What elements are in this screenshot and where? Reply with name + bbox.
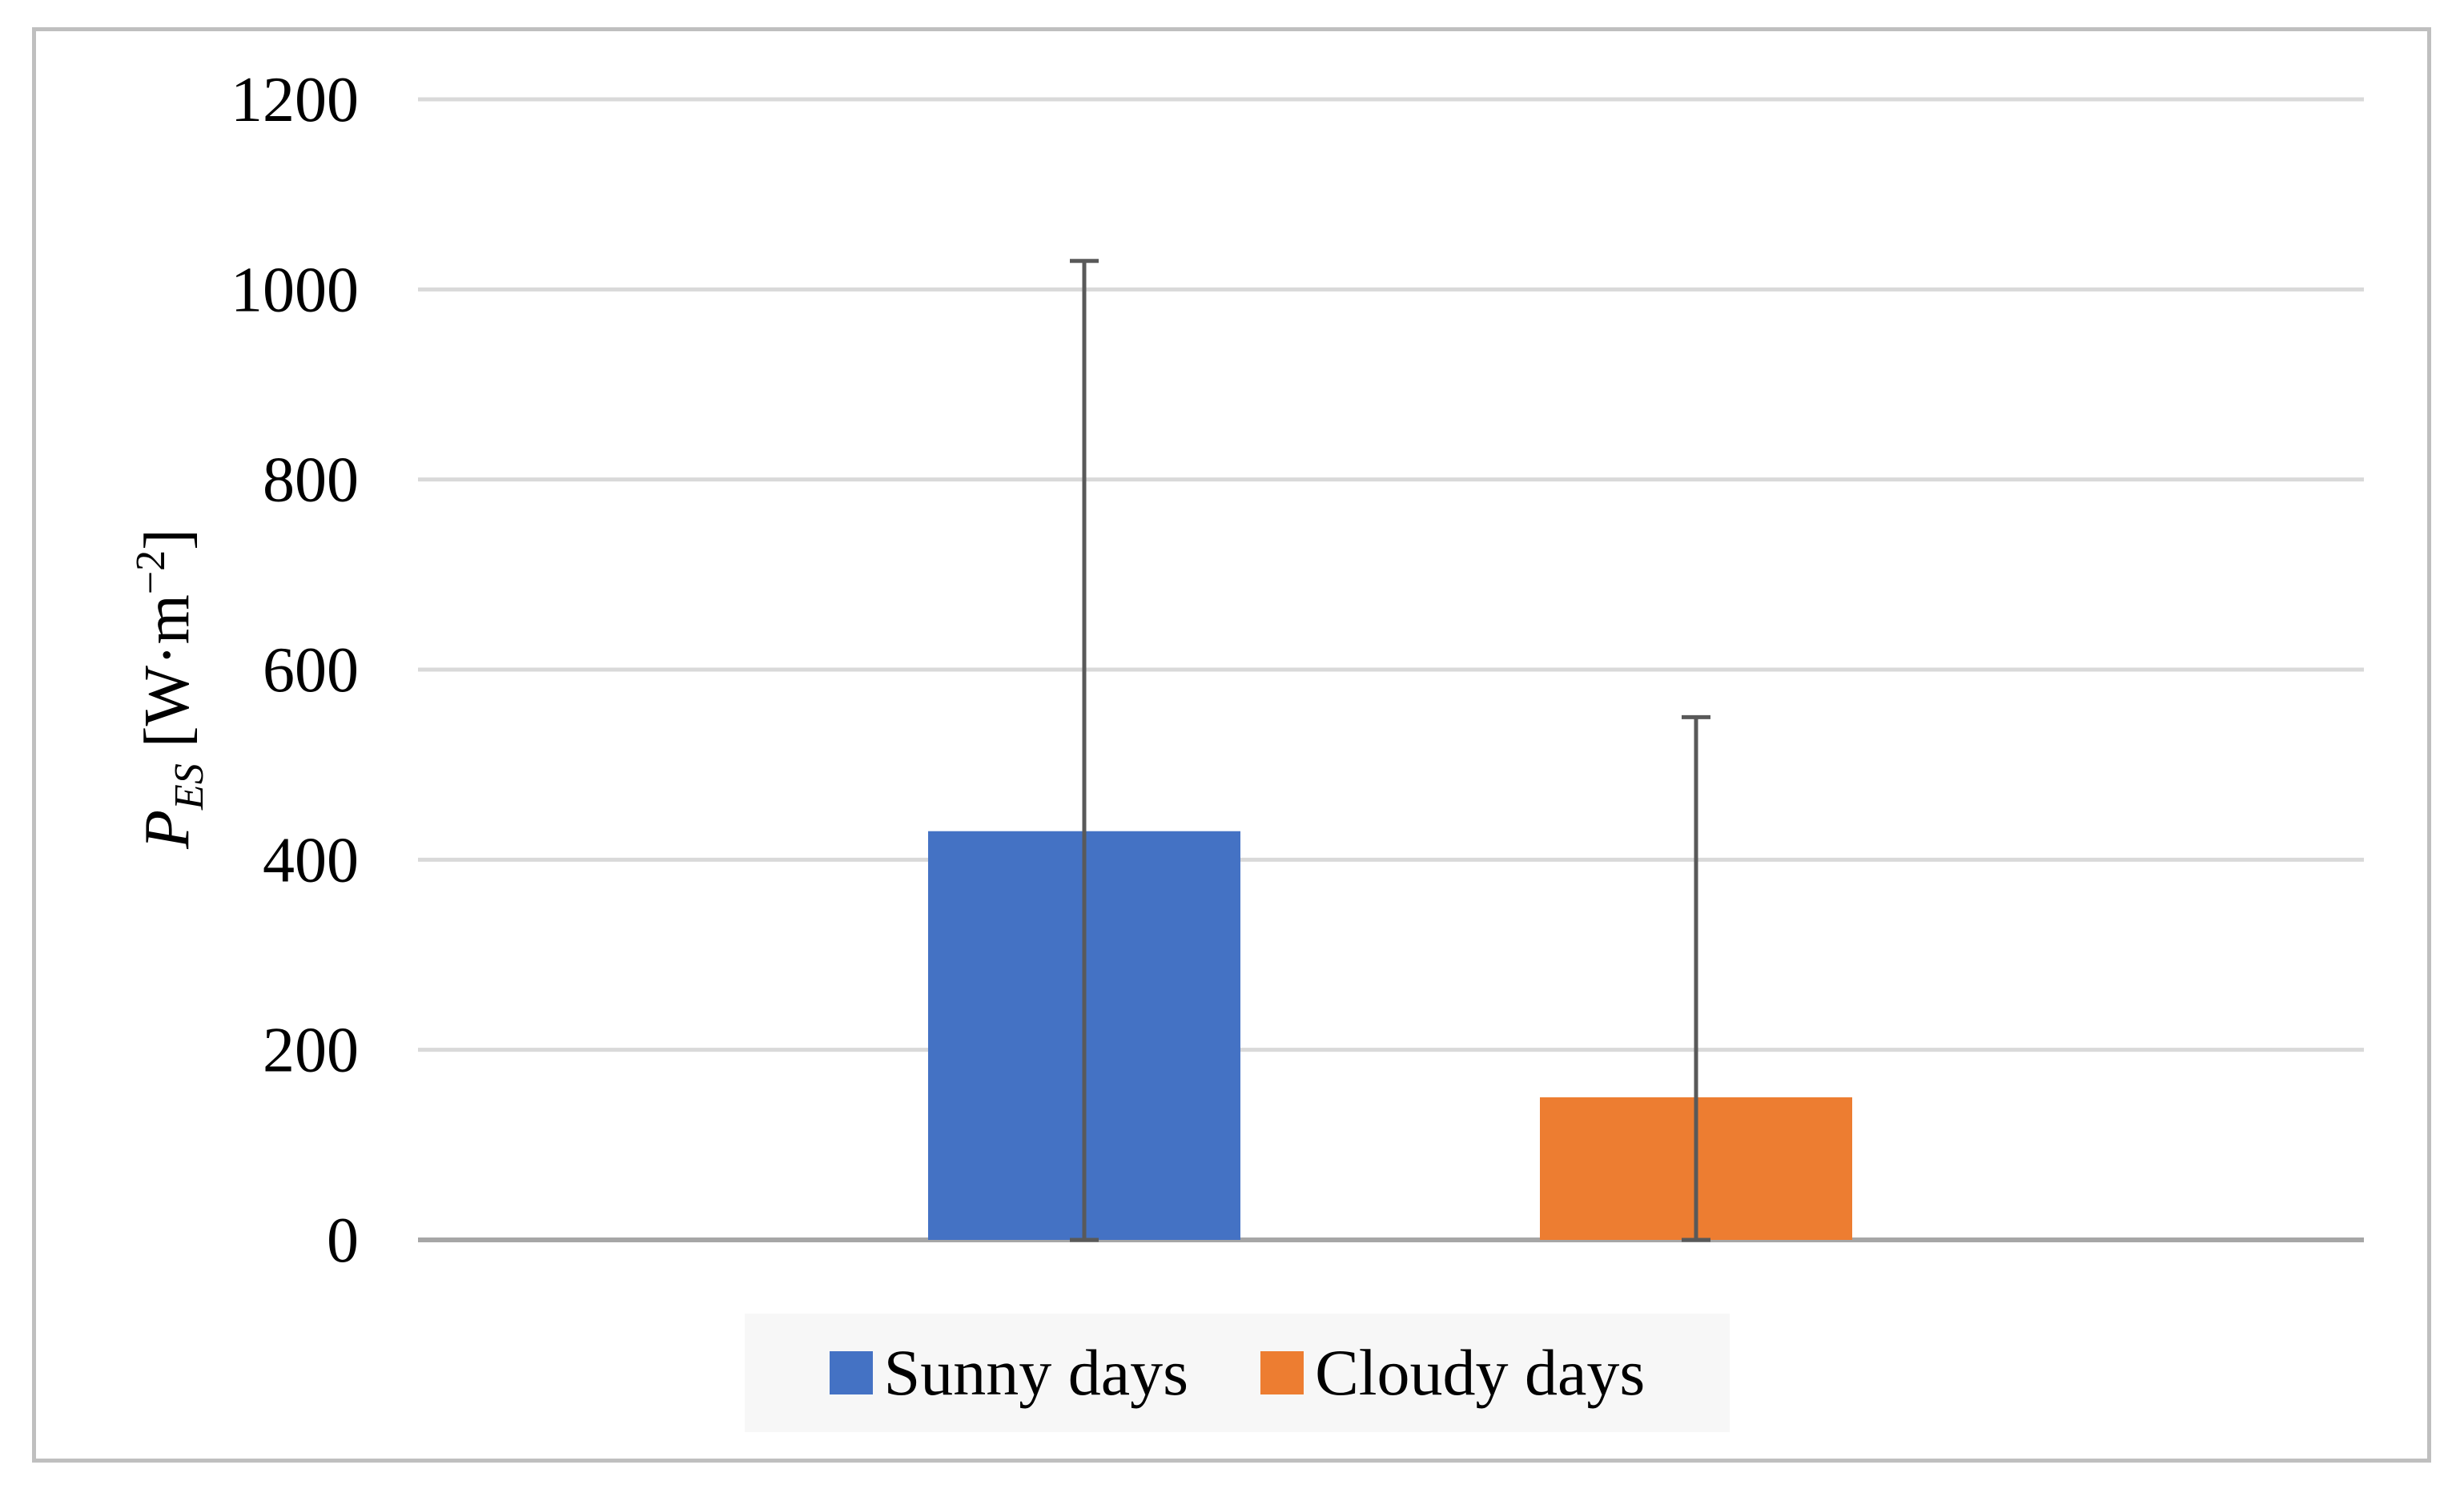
y-axis-title: PES [W·m−2]: [128, 529, 212, 850]
y-axis-symbol: P: [132, 810, 203, 850]
y-tick-label: 800: [263, 445, 359, 516]
y-tick-labels: 0 200 400 600 800 1000 1200: [231, 65, 359, 1276]
bars: [928, 831, 1852, 1240]
y-tick-label: 400: [263, 825, 359, 895]
legend: Sunny days Cloudy days: [745, 1314, 1730, 1432]
legend-swatch-sunny-days: [829, 1351, 873, 1394]
legend-item-cloudy-days: Cloudy days: [1260, 1340, 1645, 1406]
y-axis-unit-prefix: [W·m: [132, 594, 203, 763]
legend-label-cloudy-days: Cloudy days: [1315, 1336, 1646, 1409]
y-axis-unit-exponent: −2: [128, 550, 174, 594]
legend-swatch-cloudy-days: [1260, 1351, 1304, 1394]
error-bars: [1070, 259, 1710, 1242]
legend-item-sunny-days: Sunny days: [829, 1336, 1189, 1409]
y-tick-label: 0: [327, 1205, 359, 1276]
y-tick-label: 600: [263, 635, 359, 706]
y-axis-unit-suffix: ]: [132, 529, 203, 550]
y-tick-label: 1000: [231, 255, 359, 325]
y-tick-label: 200: [263, 1016, 359, 1086]
grid-lines: [418, 97, 2364, 1242]
legend-label-sunny-days: Sunny days: [883, 1336, 1189, 1409]
y-axis-subscript: ES: [167, 763, 212, 811]
y-tick-label: 1200: [231, 65, 359, 135]
